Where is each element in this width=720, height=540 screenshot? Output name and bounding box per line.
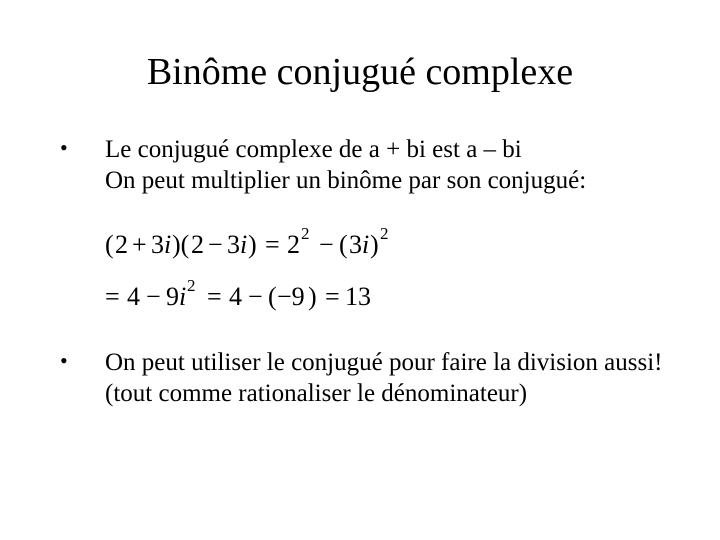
eq1-f1sign: + [132, 230, 147, 259]
eq1-f1a: 2 [115, 230, 128, 259]
eq2-t1: 4 [127, 282, 140, 311]
svg-text:(: ( [105, 230, 114, 259]
bullet-text-line: Le conjugué complexe de a + bi est a – b… [105, 136, 522, 163]
svg-text:i: i [240, 230, 247, 259]
svg-text:=: = [325, 282, 340, 311]
svg-text:(: ( [339, 230, 348, 259]
svg-text:i: i [164, 230, 171, 259]
svg-text:=: = [265, 230, 280, 259]
svg-text:−: − [319, 230, 334, 259]
slide: Binôme conjugué complexe Le conjugué com… [0, 0, 720, 540]
svg-text:=: = [207, 282, 222, 311]
svg-text:=: = [105, 282, 120, 311]
svg-text:(: ( [268, 282, 277, 311]
eq1-f2sign: − [208, 230, 223, 259]
eq2-mid1: 4 [229, 282, 242, 311]
svg-text:−: − [146, 282, 161, 311]
svg-text:): ) [308, 282, 317, 311]
slide-title: Binôme conjugué complexe [50, 50, 670, 94]
svg-text:−: − [248, 282, 263, 311]
bullet-list-2: On peut utiliser le conjugué pour faire … [50, 347, 670, 410]
eq1-f2a: 2 [191, 230, 204, 259]
eq1-rhs-t2-base: 3 [349, 230, 362, 259]
svg-text:): ) [248, 230, 257, 259]
eq1-f1b: 3 [151, 230, 164, 259]
eq1-f2b: 3 [227, 230, 240, 259]
bullet-item: On peut utiliser le conjugué pour faire … [50, 347, 670, 410]
eq1-rhs-t2-exp: 2 [380, 225, 389, 243]
eq2-t2c: 9 [166, 282, 179, 311]
equation-svg: ( 2 + 3 i )( 2 − 3 i ) = 2 2 − ( 3 i ) 2 [105, 225, 545, 325]
svg-text:): ) [370, 230, 379, 259]
bullet-text-line: On peut utiliser le conjugué pour faire … [105, 349, 663, 376]
svg-text:i: i [362, 230, 369, 259]
eq1-rhs-t1-exp: 2 [301, 225, 310, 243]
svg-text:i: i [179, 282, 186, 311]
eq2-t2e: 2 [187, 276, 196, 295]
eq1-rhs-t1-base: 2 [287, 230, 300, 259]
bullet-text-line: On peut multiplier un binôme par son con… [105, 167, 586, 194]
bullet-list: Le conjugué complexe de a + bi est a – b… [50, 134, 670, 197]
math-equations: ( 2 + 3 i )( 2 − 3 i ) = 2 2 − ( 3 i ) 2 [105, 225, 670, 325]
eq2-mid2: −9 [277, 282, 305, 311]
bullet-text-line: (tout comme rationaliser le dénominateur… [105, 380, 527, 407]
svg-text:)(: )( [172, 230, 189, 259]
bullet-item: Le conjugué complexe de a + bi est a – b… [50, 134, 670, 197]
eq2-result: 13 [345, 282, 371, 311]
